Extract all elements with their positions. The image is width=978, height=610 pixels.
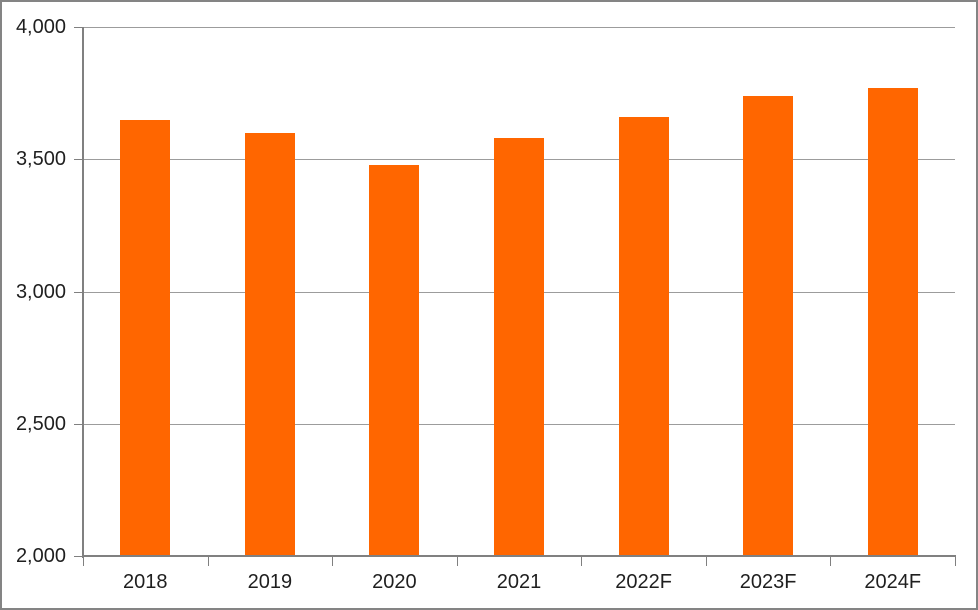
y-axis-tick-label: 3,000 (15, 280, 66, 303)
x-axis-tick-label-2020: 2020 (372, 571, 417, 593)
x-axis-tick-label-2023F: 2023F (739, 571, 797, 593)
x-axis-tick (456, 557, 458, 566)
y-axis-tick-label: 2,000 (15, 545, 66, 567)
x-axis-tick (830, 557, 832, 566)
bar-2021 (494, 138, 544, 556)
y-axis-line (82, 27, 84, 558)
bar-2018 (120, 119, 171, 556)
x-axis-tick-label-2021: 2021 (496, 571, 542, 593)
y-axis-tick-label: 3,500 (15, 148, 66, 171)
bar-2019 (244, 132, 295, 556)
x-axis-tick (207, 557, 209, 566)
x-axis-line (83, 555, 956, 557)
bar-2020 (369, 164, 420, 556)
bar-2024F (867, 87, 918, 556)
x-axis-tick-label-2022F: 2022F (615, 571, 672, 593)
x-axis-tick (955, 557, 956, 566)
y-axis-tick-label: 2,500 (15, 412, 66, 435)
x-axis-tick (705, 557, 707, 566)
y-axis-tick-label: 4,000 (15, 16, 66, 38)
y-axis-tick (74, 556, 83, 557)
x-axis-tick (83, 557, 84, 566)
plot-area (83, 27, 955, 556)
y-axis-tick (74, 27, 83, 28)
y-axis-tick (74, 291, 83, 293)
bar-2023F (743, 95, 794, 556)
x-axis-tick (581, 557, 583, 566)
x-axis-tick-label-2019: 2019 (247, 571, 293, 593)
gridline-4,000 (83, 27, 955, 28)
x-axis-tick-label-2018: 2018 (123, 571, 168, 593)
y-axis-tick (74, 159, 83, 161)
bar-2022F (618, 116, 669, 556)
y-axis-tick (74, 423, 83, 425)
x-axis-tick (332, 557, 334, 566)
x-axis-tick-label-2024F: 2024F (864, 571, 922, 593)
